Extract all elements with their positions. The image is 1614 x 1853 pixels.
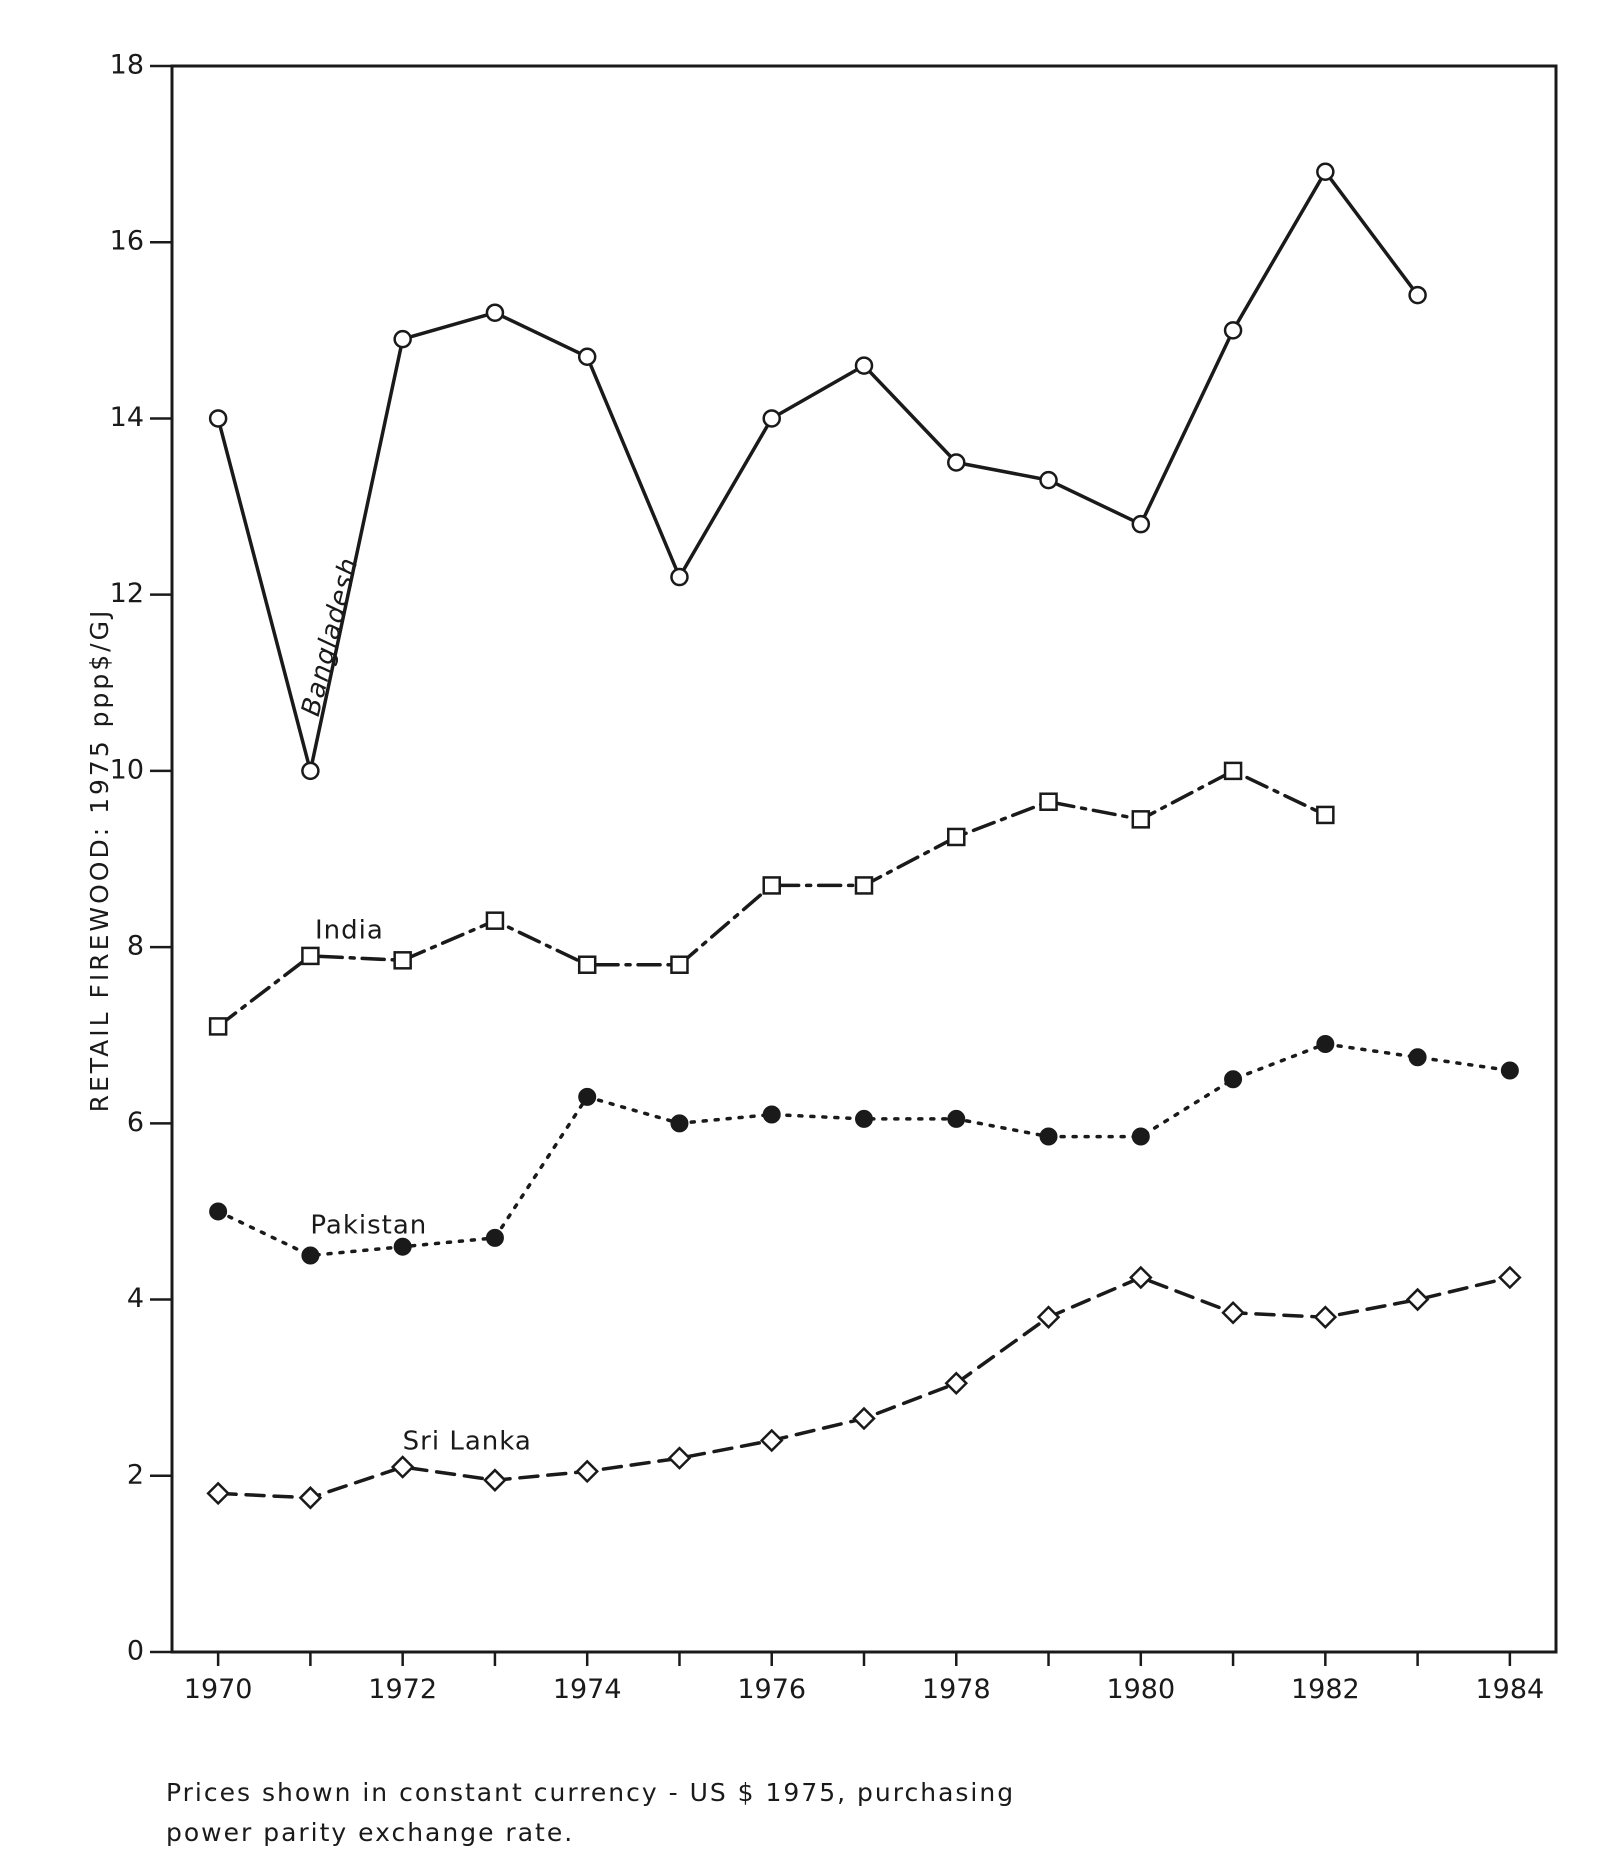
data-point-sri-lanka (483, 1468, 507, 1492)
data-point-bangladesh (301, 761, 320, 781)
data-point-india (577, 955, 597, 974)
data-point-sri-lanka (1498, 1265, 1522, 1290)
data-point-india (301, 946, 320, 966)
data-point-india (670, 955, 689, 974)
data-point-india (1223, 761, 1243, 781)
data-point-india (947, 827, 966, 847)
y-tick-label: 16 (110, 226, 144, 257)
y-tick-label: 10 (110, 754, 144, 785)
data-point-bangladesh (577, 347, 597, 367)
data-point-pakistan (1039, 1127, 1058, 1146)
y-axis-ticks: 0 2 4 6 8 10 12 14 16 18 (110, 50, 172, 1667)
y-tick-label: 12 (110, 578, 144, 609)
data-point-pakistan (670, 1114, 689, 1133)
series-label-bangladesh: Bangladesh (296, 554, 364, 719)
data-point-bangladesh (947, 453, 966, 472)
data-point-pakistan (485, 1228, 504, 1247)
series-india (208, 761, 1335, 1036)
data-point-india (762, 876, 781, 895)
data-point-sri-lanka (1036, 1305, 1061, 1329)
data-point-sri-lanka (298, 1486, 323, 1510)
data-point-pakistan (209, 1202, 228, 1221)
data-point-india (1131, 810, 1151, 829)
series-line-india (216, 769, 1328, 1029)
data-point-sri-lanka (759, 1428, 784, 1453)
data-point-pakistan (301, 1246, 320, 1265)
data-point-pakistan (1500, 1061, 1519, 1080)
data-point-sri-lanka (852, 1406, 876, 1431)
data-point-sri-lanka (1221, 1301, 1245, 1325)
y-tick-label: 4 (127, 1283, 144, 1314)
x-tick-label: 1980 (1106, 1674, 1175, 1705)
series-sri-lanka (206, 1265, 1522, 1510)
x-tick-label: 1982 (1291, 1674, 1360, 1705)
y-tick-label: 8 (127, 931, 144, 962)
data-point-pakistan (762, 1105, 781, 1124)
footnote-line-1: Prices shown in constant currency - US $… (166, 1778, 1016, 1807)
series-pakistan (209, 1035, 1519, 1265)
y-tick-label: 14 (110, 402, 144, 433)
data-point-india (208, 1017, 228, 1036)
data-point-bangladesh (1131, 514, 1151, 534)
y-tick-label: 2 (127, 1459, 144, 1490)
data-point-pakistan (578, 1087, 597, 1106)
x-tick-label: 1984 (1476, 1674, 1545, 1705)
data-point-bangladesh (762, 409, 781, 428)
data-point-sri-lanka (575, 1459, 599, 1484)
footnote: Prices shown in constant currency - US $… (166, 1773, 1266, 1853)
data-point-india (485, 911, 505, 930)
data-point-sri-lanka (1405, 1287, 1430, 1312)
data-point-sri-lanka (206, 1481, 230, 1506)
data-point-bangladesh (670, 567, 689, 587)
series-label-india: India (315, 915, 384, 945)
data-point-bangladesh (1408, 285, 1427, 305)
data-point-pakistan (947, 1109, 966, 1128)
x-tick-label: 1974 (553, 1674, 622, 1705)
data-point-india (854, 876, 874, 895)
x-tick-label: 1978 (922, 1674, 991, 1705)
series-label-sri-lanka: Sri Lanka (403, 1426, 532, 1456)
data-point-sri-lanka (1313, 1305, 1338, 1329)
data-point-sri-lanka (1129, 1265, 1153, 1290)
data-point-pakistan (855, 1109, 873, 1128)
footnote-line-2: power parity exchange rate. (166, 1818, 575, 1847)
y-axis-title: RETAIL FIREWOOD: 1975 ppp$/GJ (85, 608, 114, 1113)
data-point-bangladesh (854, 356, 874, 375)
series-label-pakistan: Pakistan (310, 1210, 427, 1240)
data-point-pakistan (1316, 1035, 1335, 1054)
y-tick-label: 0 (127, 1636, 144, 1667)
data-point-sri-lanka (390, 1455, 415, 1479)
x-tick-label: 1976 (737, 1674, 806, 1705)
y-tick-label: 18 (110, 50, 144, 81)
data-point-pakistan (1131, 1127, 1150, 1146)
data-point-india (393, 951, 412, 970)
series-line-bangladesh (216, 169, 1420, 773)
x-axis-ticks: 1970 1972 1974 1976 1978 1980 1982 1984 (184, 1652, 1544, 1705)
series-line-pakistan (216, 1042, 1512, 1258)
data-point-pakistan (393, 1237, 412, 1256)
data-point-bangladesh (208, 409, 228, 428)
data-point-bangladesh (1316, 162, 1335, 181)
firewood-price-chart: 0 2 4 6 8 10 12 14 16 18 1970 1972 1974 1976 1978 1980… (85, 50, 1558, 1705)
data-point-bangladesh (1039, 470, 1058, 490)
data-point-pakistan (1224, 1070, 1243, 1089)
data-point-bangladesh (1223, 321, 1243, 340)
data-point-bangladesh (485, 303, 505, 322)
data-point-india (1316, 805, 1335, 825)
data-point-sri-lanka (667, 1446, 692, 1470)
y-tick-label: 6 (127, 1107, 144, 1138)
series-layer (206, 162, 1522, 1510)
x-tick-label: 1972 (368, 1674, 437, 1705)
data-point-sri-lanka (944, 1371, 969, 1396)
series-bangladesh (208, 162, 1427, 781)
data-point-india (1039, 792, 1058, 811)
x-tick-label: 1970 (184, 1674, 253, 1705)
data-point-pakistan (1408, 1048, 1427, 1067)
data-point-bangladesh (393, 329, 412, 349)
series-label-layer: Bangladesh India Pakistan Sri Lanka (296, 554, 532, 1456)
